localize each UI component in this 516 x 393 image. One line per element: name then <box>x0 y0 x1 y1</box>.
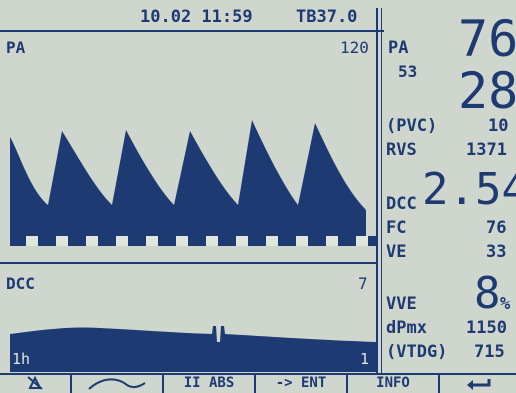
pa-waveform <box>10 120 366 236</box>
softkey-bar: II ABS -> ENT INFO <box>0 373 516 393</box>
softkey-bar-top-border <box>0 373 516 375</box>
enter-key[interactable]: -> ENT <box>254 373 346 393</box>
pvc-label: (PVC) <box>386 116 438 136</box>
vve-value: 8 <box>474 268 501 319</box>
dcc-time-label: 1h <box>12 350 31 368</box>
info-key[interactable]: INFO <box>346 373 438 393</box>
return-key[interactable] <box>438 373 516 393</box>
pa-systolic-value: 76 <box>458 10 516 68</box>
alarm-silence-icon <box>27 375 43 390</box>
vtdg-label: (VTDG) <box>386 342 448 362</box>
dpmx-value: 1150 <box>466 318 507 338</box>
ve-value: 33 <box>486 242 507 262</box>
vve-label: VVE <box>386 294 417 314</box>
return-arrow-icon <box>467 379 491 390</box>
pa-mean-value: 53 <box>398 62 418 81</box>
alarm-silence-key[interactable] <box>0 373 70 393</box>
status-datetime: 10.02 11:59 <box>140 7 253 27</box>
dcc-wave-label: DCC <box>6 274 35 293</box>
timing-marks <box>26 236 368 246</box>
waveform-canvas <box>0 120 376 372</box>
status-underline <box>0 30 384 32</box>
pa-wave-label: PA <box>6 38 26 57</box>
fc-label: FC <box>386 218 407 238</box>
panel-divider-inner <box>381 8 382 373</box>
pa-scale-top: 120 <box>340 38 369 57</box>
dcc-readout-label: DCC <box>386 194 417 214</box>
vtdg-value: 715 <box>474 342 505 362</box>
dcc-value: 2.54 <box>422 164 516 215</box>
status-temperature: TB37.0 <box>296 7 358 27</box>
trend-curve-icon <box>88 378 146 390</box>
rvs-label: RVS <box>386 140 417 160</box>
dcc-trend <box>10 326 376 372</box>
pa-readout-label: PA <box>388 38 409 58</box>
rvs-value: 1371 <box>466 140 507 160</box>
dcc-scale-top: 7 <box>358 274 368 293</box>
abs-key[interactable]: II ABS <box>162 373 254 393</box>
trend-key[interactable] <box>70 373 162 393</box>
dpmx-label: dPmx <box>386 318 427 338</box>
vve-unit: % <box>500 294 511 314</box>
pa-diastolic-value: 28 <box>458 62 516 120</box>
fc-value: 76 <box>486 218 507 238</box>
pvc-value: 10 <box>488 116 509 136</box>
dcc-scale-bottom: 1 <box>360 350 370 368</box>
panel-divider <box>376 8 378 373</box>
ve-label: VE <box>386 242 407 262</box>
